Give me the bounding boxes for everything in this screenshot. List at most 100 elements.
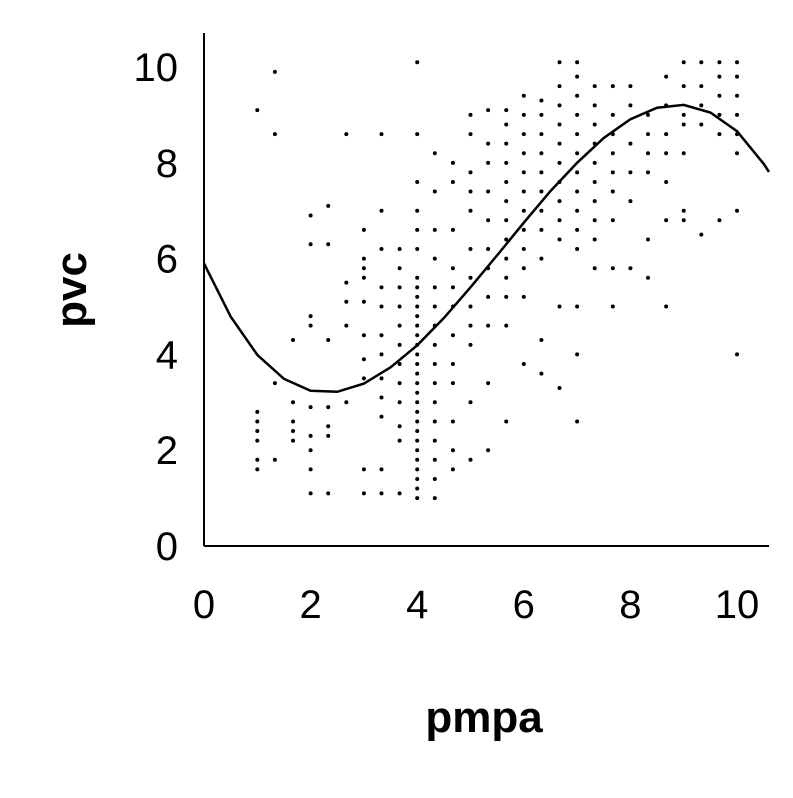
scatter-point [468,170,473,175]
scatter-point [468,275,473,280]
scatter-point [575,208,580,213]
scatter-point [486,247,491,252]
scatter-point [628,103,633,108]
scatter-point [308,314,313,319]
scatter-point [415,486,420,491]
scatter-point [681,84,686,89]
scatter-point [504,179,509,184]
scatter-point [379,395,384,400]
scatter-point [610,189,615,194]
scatter-point [592,218,597,223]
scatter-point [432,256,437,261]
scatter-point [664,218,669,223]
scatter-point [486,294,491,299]
scatter-point [415,179,420,184]
scatter-point [735,352,740,357]
scatter-point [291,400,296,405]
scatter-point [468,189,473,194]
scatter-point [557,103,562,108]
scatter-point [610,84,615,89]
scatter-point [575,352,580,357]
scatter-point [557,160,562,165]
scatter-point [361,467,366,472]
scatter-point [326,338,331,343]
scatter-point [717,112,722,117]
scatter-point [664,74,669,79]
scatter-point [504,122,509,127]
scatter-point [397,247,402,252]
scatter-point [344,400,349,405]
scatter-point [379,352,384,357]
scatter-point [432,342,437,347]
scatter-point [344,299,349,304]
scatter-point [504,199,509,204]
scatter-point [539,256,544,261]
scatter-point [610,170,615,175]
scatter-point [415,247,420,252]
scatter-point [504,275,509,280]
scatter-point [539,338,544,343]
scatter-point [646,237,651,242]
y-tick-label: 0 [156,525,178,569]
scatter-point [521,112,526,117]
scatter-point [397,323,402,328]
scatter-point [610,266,615,271]
scatter-point [361,333,366,338]
scatter-point [468,304,473,309]
scatter-point [379,132,384,137]
scatter-point [628,141,633,146]
scatter-point [681,112,686,117]
scatter-point [415,60,420,65]
x-tick-label: 10 [715,583,760,627]
y-tick-label: 6 [156,238,178,282]
scatter-point [592,266,597,271]
scatter-point [432,400,437,405]
scatter-point [592,84,597,89]
scatter-point [450,333,455,338]
scatter-point [255,108,260,113]
scatter-point [521,93,526,98]
scatter-point [432,189,437,194]
scatter-point [415,390,420,395]
scatter-point [592,179,597,184]
scatter-point [486,160,491,165]
scatter-point [432,285,437,290]
scatter-point [308,467,313,472]
scatter-point [432,381,437,386]
scatter-point [521,294,526,299]
scatter-point [575,132,580,137]
scatter-point [450,381,455,386]
scatter-point [432,151,437,156]
scatter-point [504,237,509,242]
scatter-point [344,132,349,137]
scatter-point [415,467,420,472]
scatter-point [361,357,366,362]
scatter-point [557,199,562,204]
scatter-point [468,342,473,347]
scatter-point [415,381,420,386]
scatter-point [646,132,651,137]
scatter-point [397,491,402,496]
scatter-point [344,280,349,285]
scatter-point [539,371,544,376]
scatter-point [521,189,526,194]
scatter-point [432,419,437,424]
scatter-point [664,132,669,137]
scatter-point [592,103,597,108]
scatter-point [521,247,526,252]
x-tick-label: 2 [299,583,321,627]
scatter-point [397,381,402,386]
scatter-point [610,304,615,309]
y-tick-label: 10 [134,46,179,90]
scatter-point [575,74,580,79]
scatter-point [557,84,562,89]
scatter-point [575,93,580,98]
scatter-point [415,304,420,309]
scatter-point [326,433,331,438]
scatter-point [379,333,384,338]
scatter-point [504,108,509,113]
scatter-point [468,132,473,137]
scatter-point [415,400,420,405]
scatter-point [628,170,633,175]
